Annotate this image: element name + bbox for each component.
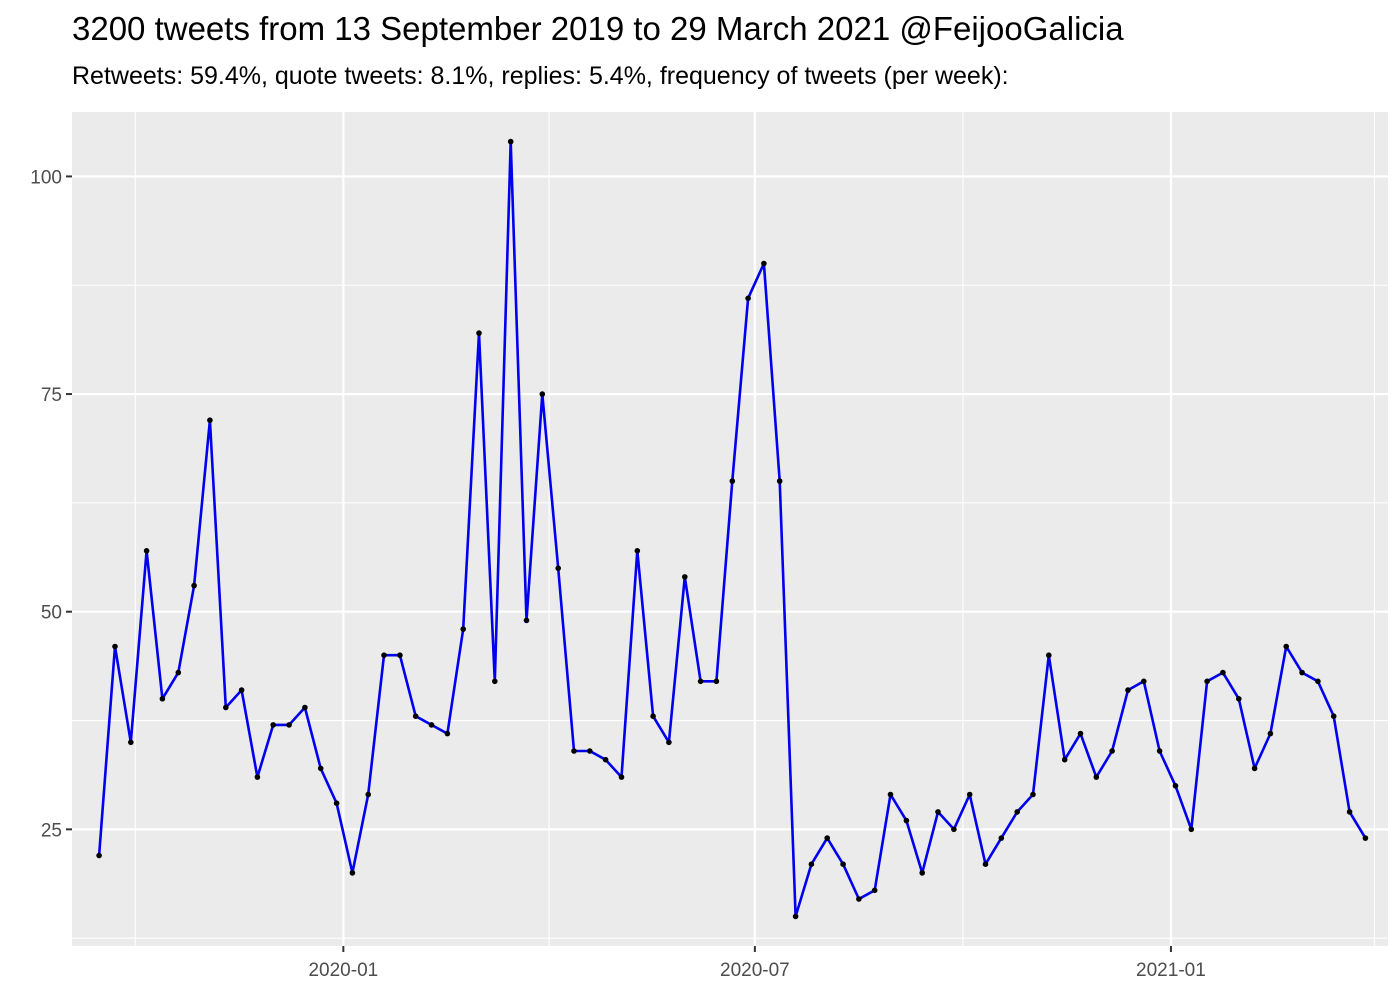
- data-point: [1030, 791, 1036, 798]
- data-point: [982, 861, 989, 867]
- data-point: [397, 652, 403, 658]
- data-point: [602, 756, 609, 763]
- y-tick-label: 75: [41, 385, 62, 406]
- major-gridlines: [72, 112, 1388, 946]
- data-point: [776, 478, 783, 484]
- data-point: [761, 260, 767, 267]
- data-point: [1315, 678, 1321, 685]
- y-tick-label: 25: [41, 820, 62, 841]
- data-point: [428, 722, 435, 728]
- data-point: [618, 774, 625, 780]
- chart-subtitle: Retweets: 59.4%, quote tweets: 8.1%, rep…: [72, 62, 1009, 90]
- x-tick-label: 2020-01: [308, 960, 378, 981]
- data-point: [333, 800, 340, 806]
- data-point: [444, 730, 451, 737]
- data-point: [460, 626, 467, 632]
- data-point: [492, 678, 498, 685]
- data-point: [634, 548, 641, 554]
- series-group: [96, 138, 1369, 920]
- data-point: [871, 887, 878, 894]
- x-tick-label: 2021-01: [1136, 960, 1206, 981]
- data-point: [966, 791, 973, 798]
- data-point: [381, 652, 387, 658]
- chart-title: 3200 tweets from 13 September 2019 to 29…: [72, 10, 1124, 47]
- data-point: [745, 295, 751, 302]
- data-point: [587, 748, 593, 754]
- data-point: [650, 713, 656, 719]
- data-point: [682, 574, 688, 580]
- data-point: [270, 722, 277, 728]
- data-point: [1061, 756, 1068, 763]
- plot-panel: [72, 112, 1388, 946]
- data-point: [349, 870, 356, 876]
- data-point: [1141, 678, 1147, 685]
- data-point: [697, 678, 704, 685]
- data-point: [128, 739, 134, 746]
- data-point: [412, 713, 419, 719]
- data-point: [935, 809, 941, 815]
- data-point: [365, 791, 372, 798]
- data-point: [1014, 809, 1020, 815]
- data-point: [856, 896, 862, 902]
- y-tick-label: 50: [41, 603, 62, 624]
- data-point: [1251, 765, 1258, 772]
- data-point: [223, 704, 229, 711]
- data-point: [729, 478, 736, 484]
- data-point: [207, 417, 213, 424]
- data-point: [887, 791, 894, 798]
- data-point: [1188, 826, 1195, 833]
- data-point: [476, 330, 482, 336]
- data-point: [1220, 669, 1226, 676]
- data-point: [1330, 713, 1337, 719]
- data-point: [792, 913, 799, 920]
- data-point: [824, 835, 830, 841]
- data-point: [1077, 730, 1084, 737]
- data-point: [254, 774, 261, 780]
- data-point: [808, 861, 815, 867]
- data-point: [317, 765, 324, 772]
- data-point: [523, 617, 530, 624]
- data-point: [1283, 643, 1289, 650]
- data-point: [1156, 748, 1163, 754]
- data-point: [713, 678, 720, 685]
- data-point: [1267, 730, 1274, 737]
- data-point: [238, 687, 245, 693]
- data-point: [302, 704, 308, 711]
- data-point: [951, 826, 957, 833]
- data-point: [175, 669, 182, 676]
- data-point: [1346, 809, 1353, 815]
- data-point: [571, 748, 577, 754]
- data-point: [1362, 835, 1369, 841]
- axes-group: 25 50 75 100 2020-01 2020-07 2021-01: [30, 167, 1205, 981]
- data-point: [1046, 652, 1052, 658]
- data-point: [286, 722, 292, 728]
- data-point: [666, 739, 672, 746]
- data-point: [1093, 774, 1100, 780]
- y-tick-label: 100: [30, 167, 62, 188]
- data-point: [1109, 748, 1115, 754]
- data-point: [96, 852, 102, 859]
- data-point: [1125, 687, 1131, 693]
- data-point: [159, 696, 166, 702]
- data-point: [191, 582, 197, 589]
- data-point: [919, 870, 925, 876]
- data-point: [507, 138, 514, 145]
- data-point: [840, 861, 846, 867]
- data-point: [903, 817, 910, 824]
- data-point: [143, 548, 150, 554]
- data-point: [1172, 783, 1179, 789]
- data-point: [1204, 678, 1210, 685]
- data-point: [998, 835, 1005, 841]
- x-tick-label: 2020-07: [720, 960, 790, 981]
- data-point: [1299, 669, 1305, 676]
- data-point: [555, 565, 561, 571]
- data-point: [1236, 696, 1242, 702]
- data-point: [539, 391, 546, 397]
- data-point: [112, 643, 118, 650]
